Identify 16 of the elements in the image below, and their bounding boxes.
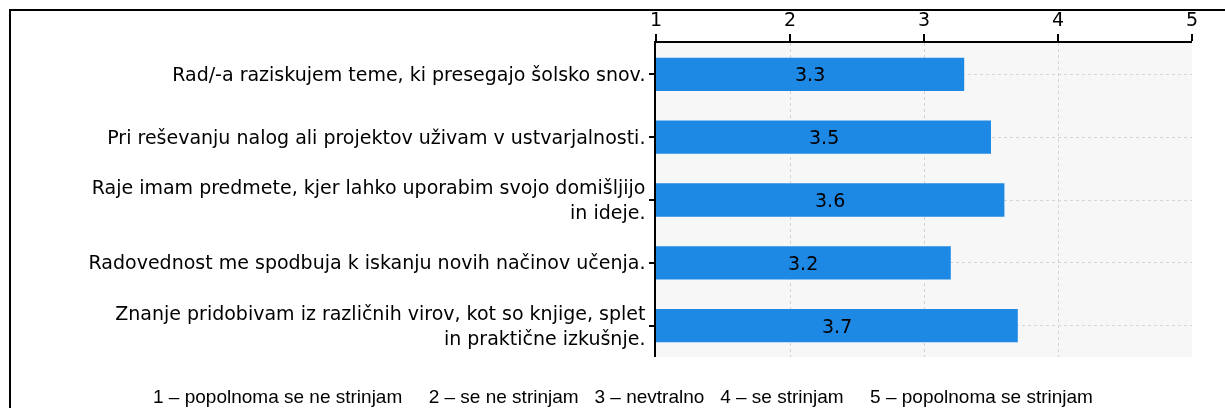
x-tick-label: 1 [649, 8, 663, 31]
y-tick-label: Znanje pridobivam iz različnih virov, kot so knjige, splet in praktične izkušnje. [115, 301, 646, 349]
x-tick-label: 4 [1051, 8, 1065, 31]
x-tick-label: 5 [1185, 8, 1199, 31]
y-tick-label: Rad/-a raziskujem teme, ki presegajo šolsko snov. [172, 63, 646, 86]
y-tick-label: Radovednost me spodbuja k iskanju novih načinov učenja. [88, 251, 646, 274]
text: 1 – popolnoma se ne strinjam 2 – se ne strinjam 3 – nevtralno 4 – se strinjam 5 – popolnoma se strinjam [153, 386, 1093, 407]
data-label: 3.6 [815, 189, 846, 211]
y-tick-label: Raje imam predmete, kjer lahko uporabim svojo domišljijo in ideje. [91, 176, 646, 223]
x-tick-label: 3 [917, 8, 931, 31]
data-label: 3.7 [822, 315, 853, 337]
data-label: 3.3 [795, 63, 826, 85]
data-label: 3.2 [788, 252, 819, 274]
x-tick-label: 2 [783, 8, 797, 31]
y-tick-label: Pri reševanju nalog ali projektov uživam v ustvarjalnosti. [107, 125, 646, 148]
data-label: 3.5 [809, 126, 840, 148]
